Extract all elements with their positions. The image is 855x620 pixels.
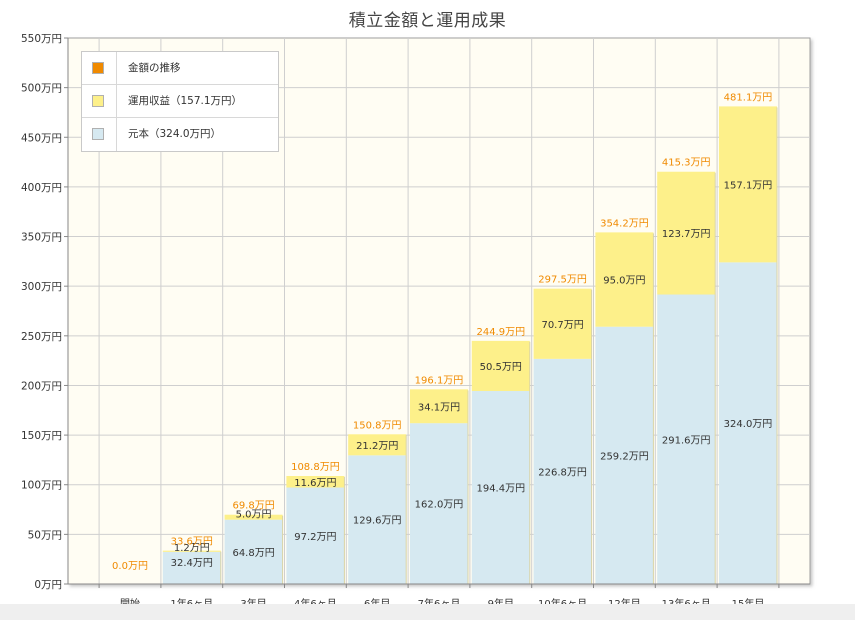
y-tick-label: 200万円 (21, 380, 62, 392)
data-label-profit: 157.1万円 (724, 180, 773, 191)
data-label-principal: 162.0万円 (415, 500, 464, 511)
legend-item-totals[interactable]: 金額の推移 (82, 52, 278, 85)
bar-profit (595, 232, 654, 327)
bar-profit (410, 389, 468, 424)
bar-principal (533, 358, 592, 584)
legend-label-principal: 元本（324.0万円） (128, 128, 222, 140)
bar-profit (533, 288, 592, 359)
y-tick-label: 250万円 (21, 331, 62, 343)
bar-profit (286, 475, 345, 488)
bar-principal (162, 551, 221, 584)
data-label-profit: 5.0万円 (236, 510, 272, 521)
data-label-profit: 50.5万円 (480, 362, 522, 373)
data-label-total: 481.1万円 (724, 92, 773, 103)
y-tick-label: 100万円 (21, 480, 62, 492)
bar-principal (286, 487, 345, 584)
data-label-total: 69.8万円 (232, 501, 274, 512)
legend-item-profit[interactable]: 運用収益（157.1万円） (82, 85, 278, 118)
bar-principal (471, 391, 530, 584)
data-label-principal: 226.8万円 (538, 467, 587, 478)
data-label-total: 354.2万円 (600, 218, 649, 229)
data-label-total: 0.0万円 (112, 561, 148, 572)
data-label-total: 415.3万円 (662, 158, 711, 169)
bar-principal (224, 519, 283, 584)
data-label-principal: 129.6万円 (353, 516, 402, 527)
bar-principal (348, 455, 407, 584)
data-label-principal: 32.4万円 (171, 558, 213, 569)
legend-label-profit: 運用収益（157.1万円） (128, 95, 243, 107)
legend-swatch-profit (92, 95, 104, 107)
bar-profit (224, 514, 283, 520)
bar-profit (162, 550, 221, 552)
bar-layer (162, 106, 778, 584)
data-label-principal: 64.8万円 (232, 548, 274, 559)
data-label-profit: 34.1万円 (418, 402, 460, 413)
y-tick-label: 0万円 (34, 579, 62, 591)
y-tick-label: 400万円 (21, 182, 62, 194)
data-label-principal: 324.0万円 (724, 419, 773, 430)
y-tick-label: 150万円 (21, 430, 62, 442)
y-tick-label: 50万円 (28, 529, 62, 541)
bar-principal (595, 326, 654, 584)
data-label-principal: 291.6万円 (662, 435, 711, 446)
legend: 金額の推移 運用収益（157.1万円） 元本（324.0万円） (81, 51, 279, 152)
bar-profit (471, 340, 530, 392)
data-label-total: 33.6万円 (171, 537, 213, 548)
data-label-profit: 11.6万円 (294, 478, 336, 489)
bar-profit (348, 434, 407, 456)
data-label-total: 297.5万円 (538, 275, 587, 286)
bar-principal (657, 294, 716, 584)
legend-separator (116, 52, 117, 151)
bar-principal (410, 423, 468, 584)
data-label-principal: 194.4万円 (476, 484, 525, 495)
data-label-profit: 1.2万円 (174, 543, 210, 554)
data-label-total: 150.8万円 (353, 420, 402, 431)
data-label-total: 196.1万円 (415, 375, 464, 386)
data-label-principal: 97.2万円 (294, 532, 336, 543)
data-label-profit: 95.0万円 (603, 276, 645, 287)
data-label-profit: 123.7万円 (662, 229, 711, 240)
y-tick-label: 500万円 (21, 83, 62, 95)
data-label-principal: 259.2万円 (600, 451, 649, 462)
y-tick-label: 300万円 (21, 281, 62, 293)
y-tick-label: 350万円 (21, 232, 62, 244)
legend-swatch-principal (92, 128, 104, 140)
chart-title: 積立金額と運用成果 (348, 11, 507, 31)
bar-profit (719, 106, 777, 263)
y-tick-label: 450万円 (21, 132, 62, 144)
data-label-total: 108.8万円 (291, 462, 340, 473)
bar-profit (657, 171, 716, 295)
legend-swatch-totals (92, 62, 104, 74)
bar-principal (719, 262, 777, 584)
data-label-profit: 70.7万円 (541, 320, 583, 331)
bottom-strip (0, 604, 855, 620)
y-tick-label: 550万円 (21, 33, 62, 45)
data-label-profit: 21.2万円 (356, 441, 398, 452)
legend-item-principal[interactable]: 元本（324.0万円） (82, 118, 278, 151)
data-label-total: 244.9万円 (476, 327, 525, 338)
legend-label-totals: 金額の推移 (128, 62, 181, 74)
